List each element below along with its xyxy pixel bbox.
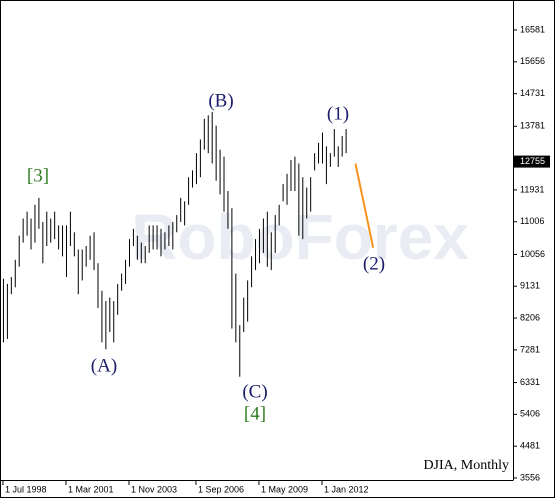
y-tick-label: 16581 (520, 24, 545, 34)
x-tick-label: 1 Sep 2006 (198, 484, 244, 494)
wave-label: (A) (91, 355, 117, 376)
wave-label: (2) (363, 253, 385, 274)
wave-label: [4] (244, 403, 266, 424)
forecast-line (354, 163, 375, 248)
symbol-label: DJIA, Monthly (423, 458, 509, 473)
y-tick-label: 8206 (520, 312, 540, 322)
watermark: RoboForex (131, 201, 469, 273)
x-tick-label: 1 Jan 2012 (324, 484, 369, 494)
x-tick-label: 1 Jul 1998 (5, 484, 47, 494)
y-tick-label: 3556 (520, 472, 540, 482)
y-tick-label: 11931 (520, 184, 544, 194)
y-tick-label: 11006 (520, 216, 544, 226)
y-tick-label: 5406 (520, 409, 540, 419)
y-tick-label: 7281 (520, 344, 540, 354)
y-tick-label: 4481 (520, 441, 540, 451)
y-tick-label: 6331 (520, 377, 540, 387)
wave-label: (B) (208, 90, 233, 111)
y-tick-label: 13781 (520, 121, 545, 131)
last-price-box (514, 155, 550, 168)
y-tick-label: 10056 (520, 249, 545, 259)
wave-label: (C) (242, 381, 267, 402)
y-tick-label: 9131 (520, 281, 540, 291)
wave-label: [3] (27, 165, 49, 186)
y-tick-label: 15656 (520, 56, 545, 66)
x-tick-label: 1 Mar 2001 (68, 484, 114, 494)
x-tick-label: 1 May 2009 (261, 484, 308, 494)
x-tick-label: 1 Nov 2003 (131, 484, 177, 494)
y-tick-label: 14731 (520, 88, 545, 98)
wave-label: (1) (327, 103, 349, 124)
last-price-label: 12755 (520, 156, 545, 166)
